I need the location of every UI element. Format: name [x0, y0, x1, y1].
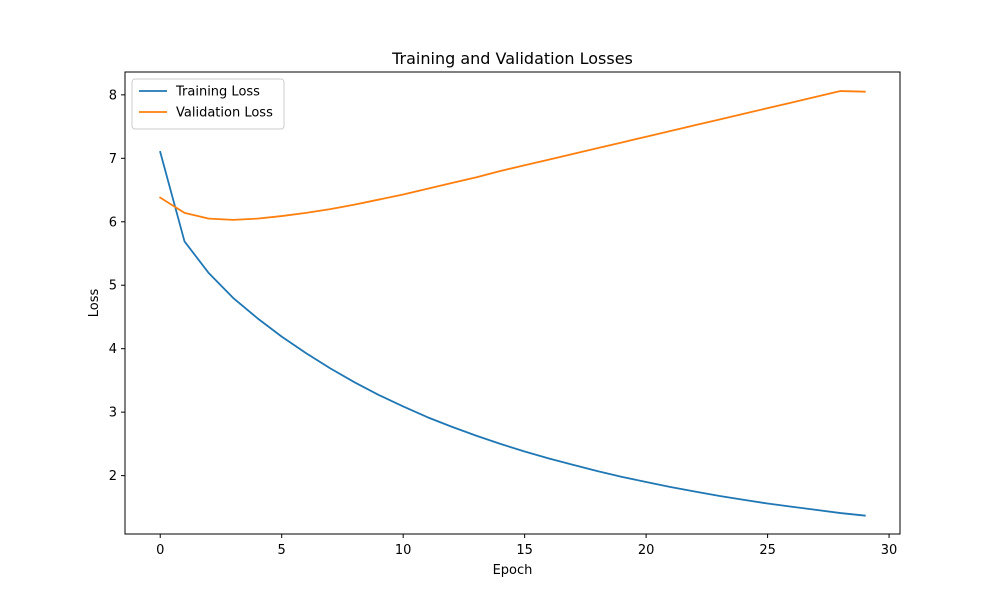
x-tick-label: 25 [759, 543, 776, 558]
axes-group: 0 5 10 15 20 25 30 2 3 4 5 6 7 8 [109, 71, 901, 558]
y-tick-label: 5 [109, 279, 117, 294]
x-tick-label: 30 [881, 543, 898, 558]
x-tick-label: 15 [516, 543, 533, 558]
x-axis-label: Epoch [493, 563, 533, 578]
series-line-training-loss [159, 150, 866, 517]
y-tick-label: 6 [109, 215, 117, 230]
x-tick-label: 10 [395, 543, 412, 558]
legend-box [131, 78, 285, 130]
legend: Training Loss Validation Loss [131, 78, 285, 130]
legend-label: Training Loss [175, 85, 260, 100]
x-tick-label: 20 [638, 543, 655, 558]
series-group [158, 90, 866, 517]
x-tick-label: 0 [156, 543, 164, 558]
y-tick-label: 8 [109, 88, 117, 103]
y-axis-label: Loss [87, 289, 102, 318]
y-tick-label: 3 [109, 406, 117, 421]
plot-area [125, 72, 900, 534]
axes-frame [124, 71, 901, 535]
y-tick-label: 4 [109, 342, 117, 357]
x-tick-label: 5 [278, 543, 286, 558]
plot-background [125, 72, 900, 534]
chart-title: Training and Validation Losses [391, 49, 633, 68]
y-tick-label: 7 [109, 152, 117, 167]
series-line-validation-loss [158, 90, 866, 221]
legend-label: Validation Loss [176, 106, 273, 121]
y-tick-label: 2 [109, 469, 117, 484]
